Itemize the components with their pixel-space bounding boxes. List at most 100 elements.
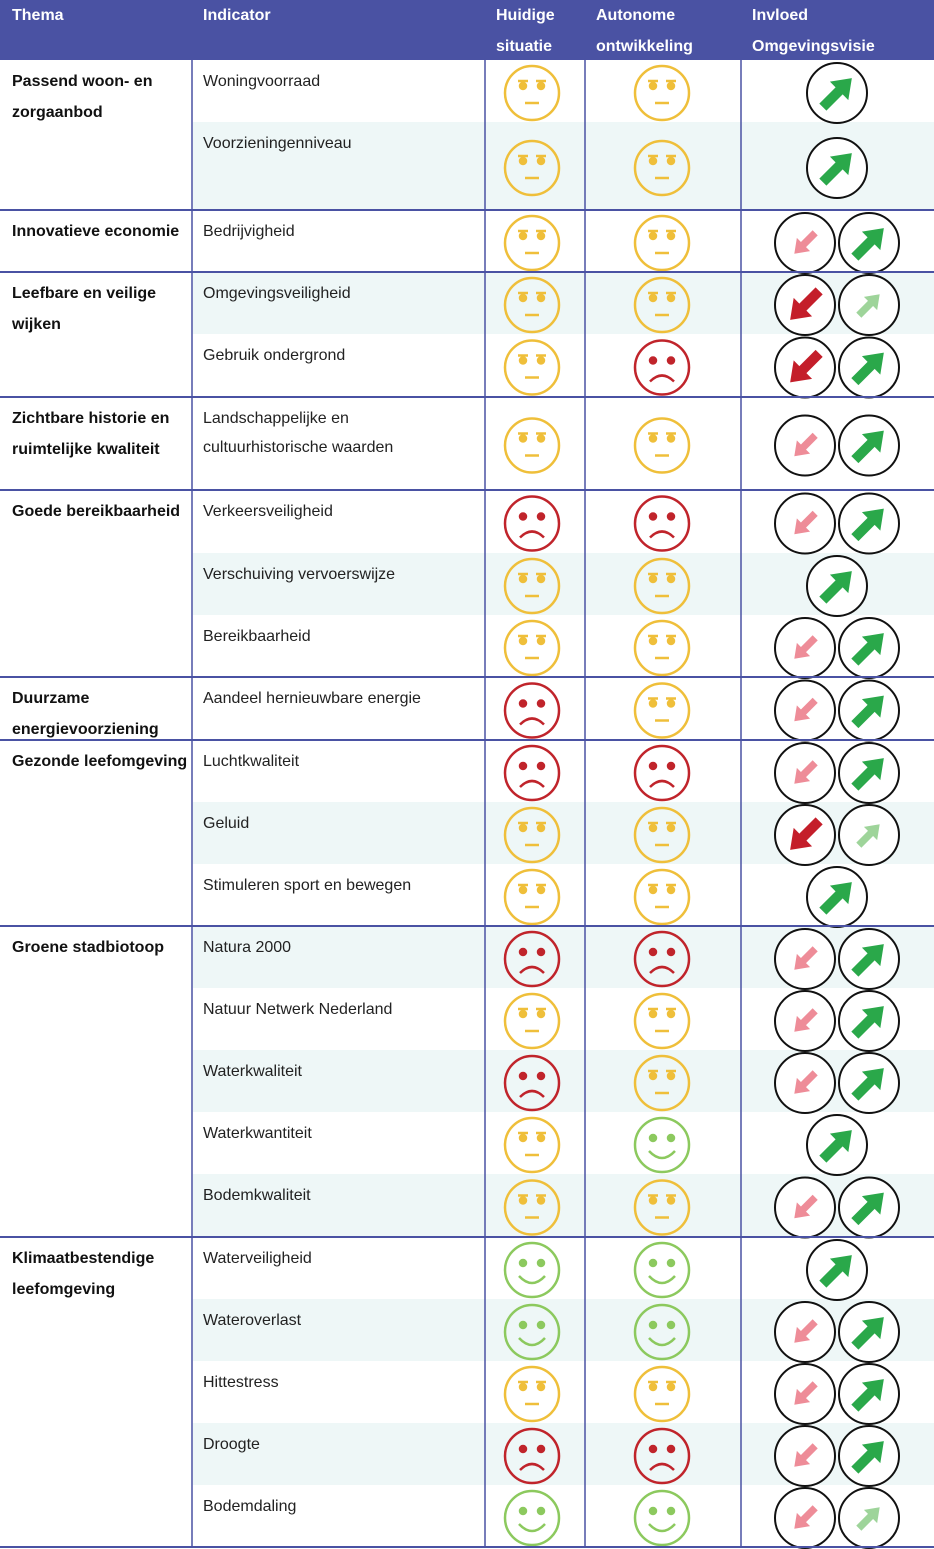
indicator-label: Verkeersveiligheid — [203, 503, 333, 520]
arrow-icon — [838, 1363, 900, 1425]
smiley-eye — [648, 1382, 658, 1392]
smiley-eye — [648, 231, 658, 241]
arrow — [819, 1130, 852, 1163]
smiley — [633, 214, 691, 272]
arrow-icon — [838, 928, 900, 990]
smiley-mouth — [518, 1275, 546, 1285]
smiley — [503, 930, 561, 988]
smiley — [633, 1179, 691, 1236]
smiley-eye — [536, 1009, 546, 1019]
smiley-face — [633, 557, 691, 615]
smiley — [633, 930, 691, 988]
smiley-eye — [666, 1444, 676, 1454]
smiley-face — [633, 276, 691, 334]
thema-label: Klimaatbestendige leefomgeving — [12, 1250, 155, 1298]
smiley-eye — [518, 1506, 528, 1516]
smiley-eye — [666, 81, 676, 91]
arrow — [819, 571, 852, 604]
smiley — [633, 1427, 691, 1485]
smiley — [633, 557, 691, 615]
indicator-label: Verschuiving vervoerswijze — [203, 566, 396, 583]
arrow — [794, 1319, 818, 1343]
indicator-label: Gebruik ondergrond — [203, 347, 346, 364]
smiley-face — [503, 1303, 561, 1361]
smiley-face — [633, 682, 691, 739]
arrow-icon — [774, 804, 836, 866]
arrow — [856, 1507, 880, 1531]
smiley-eye — [536, 1320, 546, 1330]
smiley-eye — [536, 1196, 546, 1205]
arrow — [794, 1443, 818, 1467]
smiley-face — [633, 495, 691, 552]
smiley-eye — [648, 761, 658, 771]
smiley — [503, 619, 561, 677]
arrow-icon — [774, 1363, 836, 1425]
arrow — [794, 510, 818, 535]
smiley — [633, 1365, 691, 1423]
arrow-icon — [838, 1425, 900, 1487]
smiley-mouth — [649, 965, 675, 974]
arrow-icon — [774, 742, 836, 804]
smiley — [633, 806, 691, 864]
smiley-eye — [666, 434, 676, 443]
arrow-icon — [806, 1239, 868, 1301]
smiley-eye — [648, 574, 658, 584]
smiley-eye — [518, 434, 528, 443]
smiley-eye — [648, 823, 658, 833]
smiley-face — [633, 417, 691, 474]
smiley-eye — [518, 699, 528, 708]
smiley-eye — [648, 293, 658, 303]
smiley — [503, 417, 561, 474]
smiley-face — [503, 139, 561, 197]
arrow — [851, 1068, 884, 1101]
smiley-eye — [648, 1133, 658, 1143]
arrow — [794, 1194, 818, 1219]
indicator-label: Waterkwantiteit — [203, 1125, 312, 1142]
smiley-eye — [648, 512, 658, 521]
smiley-eye — [648, 1071, 658, 1081]
arrow — [794, 697, 818, 722]
indicator-label: Bereikbaarheid — [203, 628, 311, 645]
smiley — [503, 339, 561, 396]
smiley-face — [503, 992, 561, 1050]
header-cell: Indicator — [203, 7, 271, 24]
smiley — [633, 744, 691, 802]
smiley-mouth — [518, 1523, 546, 1533]
smiley-face — [503, 744, 561, 802]
smiley-face — [503, 619, 561, 677]
arrow-icon — [774, 1176, 836, 1239]
smiley-eye — [666, 156, 676, 166]
smiley-mouth — [519, 530, 545, 539]
header-cell: Invloed Omgevingsvisie — [752, 7, 875, 55]
arrow — [851, 352, 884, 386]
smiley-face — [633, 619, 691, 677]
smiley-eye — [666, 823, 676, 833]
smiley-eye — [518, 1009, 528, 1019]
smiley — [633, 992, 691, 1050]
indicator-label: Natura 2000 — [203, 939, 292, 956]
arrow-icon — [774, 1301, 836, 1363]
smiley — [633, 1489, 691, 1547]
arrow-icon — [774, 1487, 836, 1549]
header-cell: Thema — [12, 7, 64, 24]
smiley-eye — [666, 1320, 676, 1330]
smiley-eye — [518, 356, 528, 365]
arrow-icon — [838, 1176, 900, 1239]
smiley-eye — [536, 1444, 546, 1454]
smiley-face — [633, 868, 691, 926]
arrow-icon — [806, 555, 868, 617]
smiley-eye — [666, 885, 676, 895]
arrow-icon — [838, 990, 900, 1052]
arrow — [856, 824, 880, 848]
smiley-eye — [666, 356, 676, 365]
smiley-mouth — [648, 1523, 676, 1533]
smiley — [503, 868, 561, 926]
smiley-eye — [536, 1382, 546, 1392]
indicator-label: Wateroverlast — [203, 1312, 302, 1329]
arrow-icon — [774, 274, 836, 336]
smiley-mouth — [649, 1462, 675, 1471]
arrow-icon — [838, 1487, 900, 1549]
arrow-icon — [806, 137, 868, 199]
smiley-face — [633, 139, 691, 197]
